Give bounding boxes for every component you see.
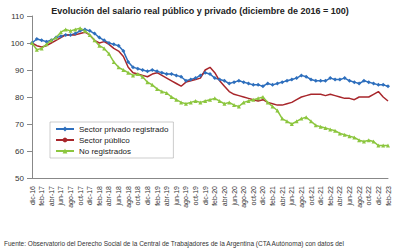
svg-text:feb-23: feb-23 <box>385 186 392 206</box>
svg-text:feb-19: feb-19 <box>154 186 161 206</box>
svg-text:oct-20: oct-20 <box>250 186 257 206</box>
svg-text:abr-22: abr-22 <box>336 186 343 206</box>
svg-text:Evolución del salario real púb: Evolución del salario real público y pri… <box>51 6 348 16</box>
svg-text:oct-19: oct-19 <box>192 186 199 206</box>
svg-text:dic-18: dic-18 <box>144 186 151 205</box>
svg-text:abr-17: abr-17 <box>48 186 55 206</box>
svg-text:feb-20: feb-20 <box>211 186 218 206</box>
svg-text:100: 100 <box>11 39 25 48</box>
svg-text:jun-22: jun-22 <box>346 186 354 207</box>
svg-text:Sector público: Sector público <box>79 136 130 145</box>
svg-text:dic-19: dic-19 <box>202 186 209 205</box>
svg-text:Sector privado registrado: Sector privado registrado <box>79 125 169 134</box>
svg-text:feb-17: feb-17 <box>38 186 45 206</box>
svg-text:abr-19: abr-19 <box>163 186 170 206</box>
svg-text:Fuente: Observatorio del Derec: Fuente: Observatorio del Derecho Social … <box>4 240 344 248</box>
svg-text:ago-17: ago-17 <box>67 186 75 208</box>
svg-text:oct-18: oct-18 <box>134 186 141 206</box>
svg-text:ago-22: ago-22 <box>356 186 364 208</box>
svg-text:dic-21: dic-21 <box>317 186 324 205</box>
svg-text:70: 70 <box>15 120 24 129</box>
svg-text:80: 80 <box>15 93 24 102</box>
svg-text:dic-17: dic-17 <box>86 186 93 205</box>
svg-text:ago-18: ago-18 <box>125 186 133 208</box>
svg-text:90: 90 <box>15 66 24 75</box>
svg-text:dic-22: dic-22 <box>375 186 382 205</box>
svg-text:oct-22: oct-22 <box>365 186 372 206</box>
svg-text:abr-20: abr-20 <box>221 186 228 206</box>
svg-text:ago-20: ago-20 <box>240 186 248 208</box>
svg-text:50: 50 <box>15 174 24 183</box>
svg-text:60: 60 <box>15 147 24 156</box>
svg-text:oct-17: oct-17 <box>77 186 84 206</box>
svg-text:jun-19: jun-19 <box>173 186 181 207</box>
svg-text:jun-21: jun-21 <box>288 186 296 207</box>
svg-text:dic-16: dic-16 <box>29 186 36 205</box>
svg-text:ago-19: ago-19 <box>182 186 190 208</box>
svg-text:ago-21: ago-21 <box>298 186 306 208</box>
svg-text:No registrados: No registrados <box>79 147 131 156</box>
svg-text:jun-20: jun-20 <box>231 186 239 207</box>
svg-text:feb-21: feb-21 <box>269 186 276 206</box>
svg-text:dic-20: dic-20 <box>259 186 266 205</box>
svg-text:abr-18: abr-18 <box>105 186 112 206</box>
svg-text:110: 110 <box>11 12 24 21</box>
svg-text:abr-21: abr-21 <box>279 186 286 206</box>
svg-text:feb-18: feb-18 <box>96 186 103 206</box>
svg-text:oct-21: oct-21 <box>308 186 315 206</box>
svg-text:feb-22: feb-22 <box>327 186 334 206</box>
svg-text:jun-18: jun-18 <box>115 186 123 207</box>
svg-text:jun-17: jun-17 <box>57 186 65 207</box>
